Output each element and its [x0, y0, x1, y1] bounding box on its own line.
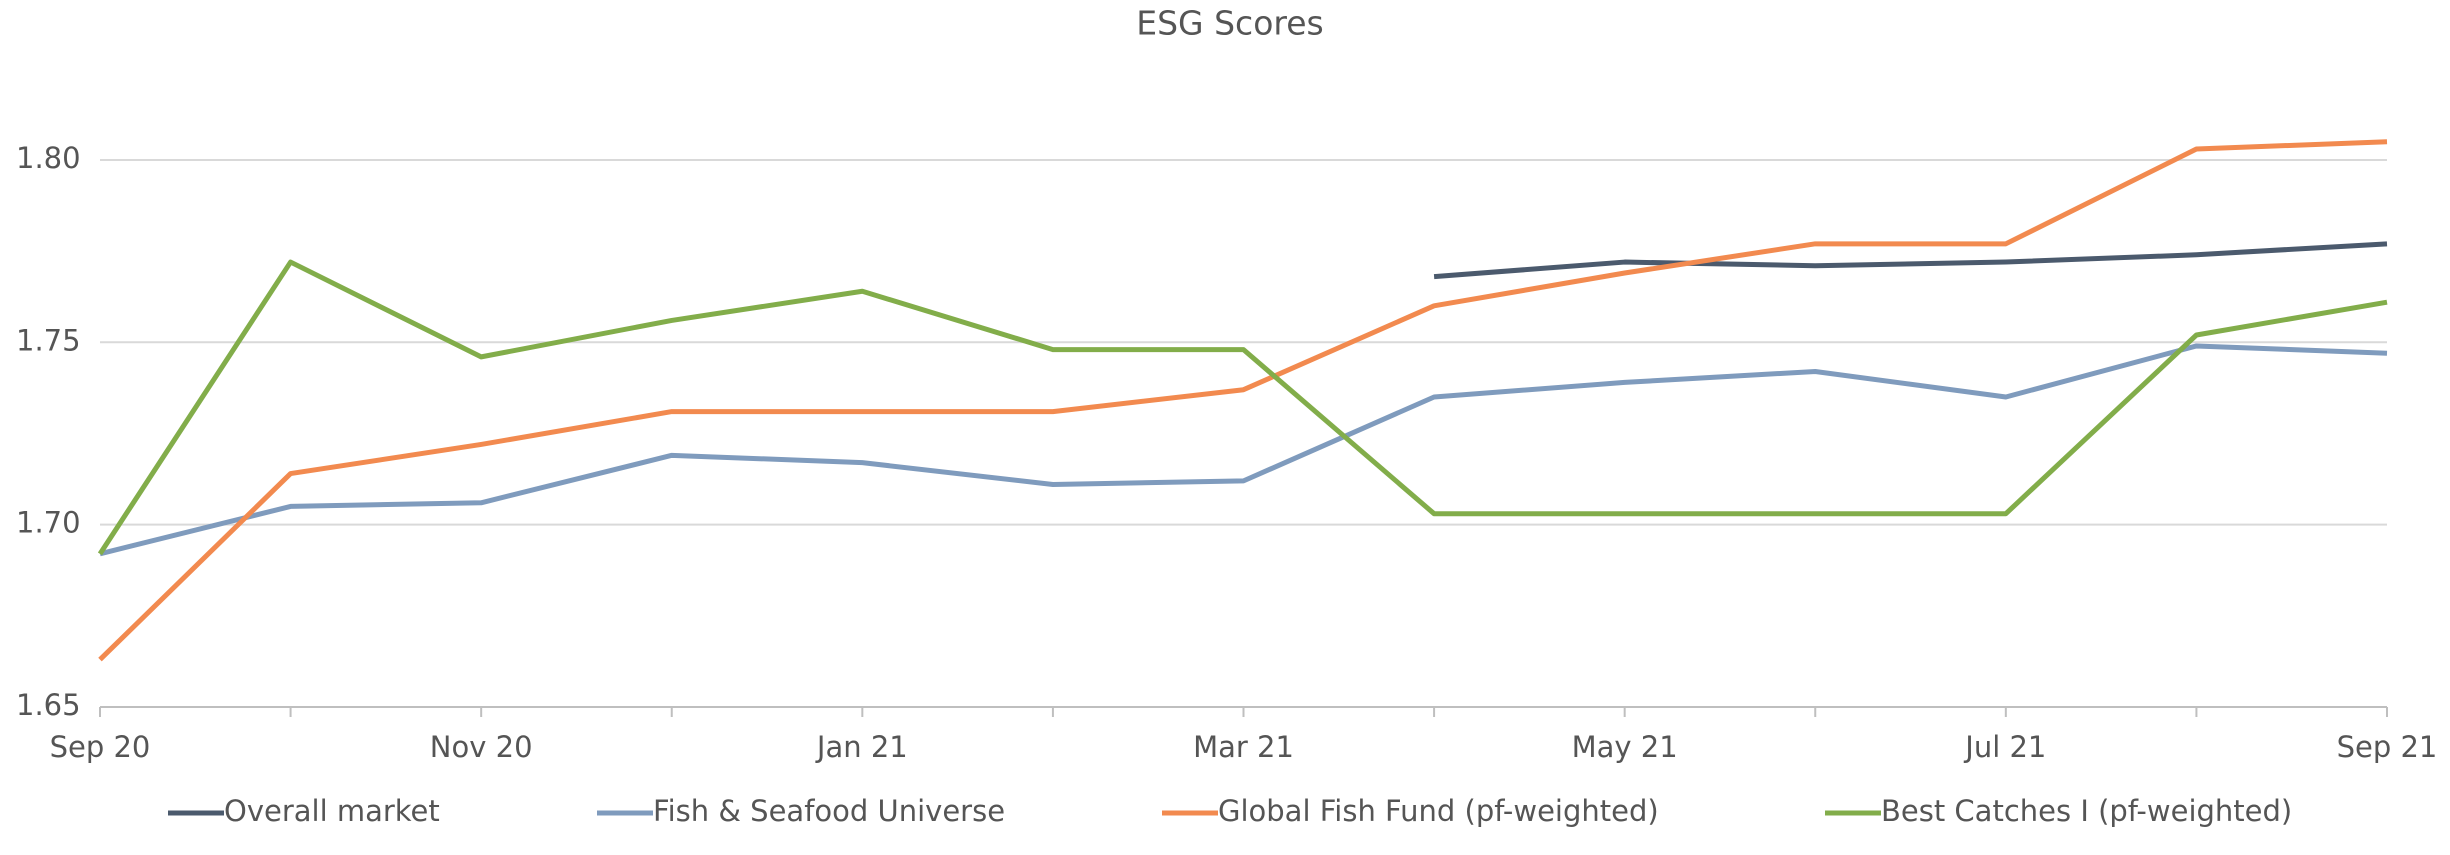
y-tick-label: 1.65 [16, 688, 81, 722]
y-tick-label: 1.80 [16, 141, 81, 175]
legend-label: Global Fish Fund (pf-weighted) [1218, 794, 1659, 828]
series-line [99, 343, 2388, 557]
chart-title: ESG Scores [1136, 4, 1323, 43]
x-tick-label: Jul 21 [1963, 730, 2046, 764]
x-tick-label: Nov 20 [430, 730, 533, 764]
series-line [1433, 241, 2388, 280]
x-tick-label: May 21 [1572, 730, 1678, 764]
series-line [98, 139, 2388, 662]
x-tick-label: Jan 21 [815, 730, 908, 764]
x-tick-label: Sep 20 [50, 730, 151, 764]
y-tick-label: 1.70 [16, 506, 81, 540]
y-tick-label: 1.75 [16, 323, 81, 357]
legend-label: Overall market [224, 794, 440, 828]
x-tick-label: Mar 21 [1193, 730, 1294, 764]
series-line [97, 259, 2388, 556]
x-tick-label: Sep 21 [2337, 730, 2438, 764]
legend-label: Fish & Seafood Universe [653, 794, 1005, 828]
legend-label: Best Catches I (pf-weighted) [1881, 794, 2292, 828]
